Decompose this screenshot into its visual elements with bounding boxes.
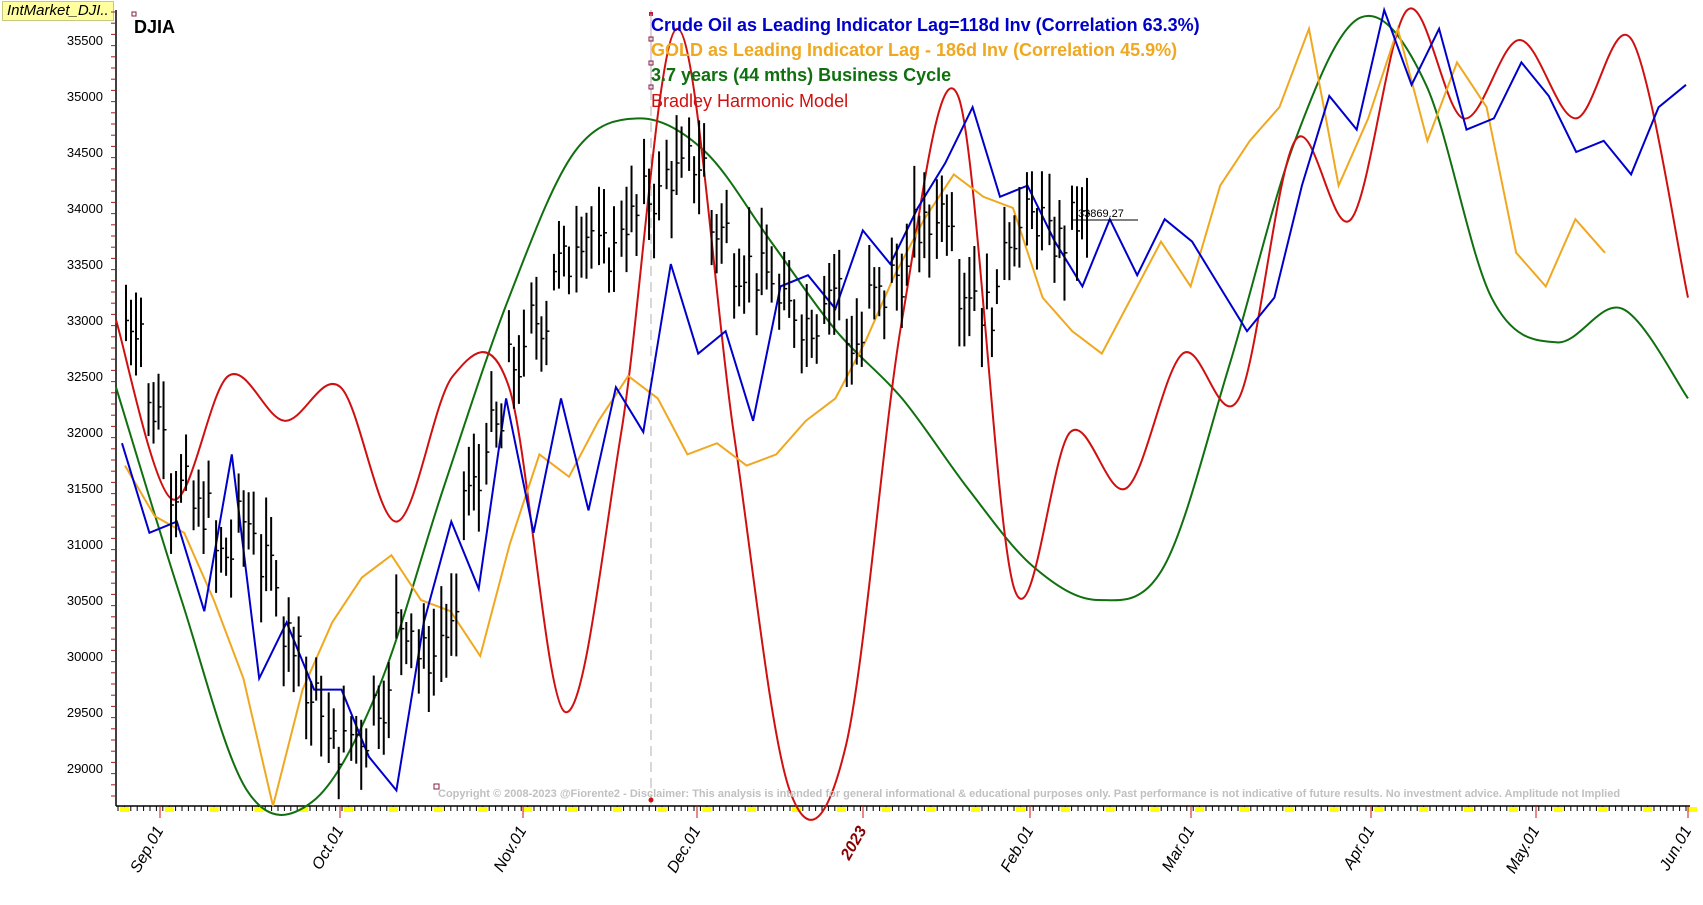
window-tag[interactable]: IntMarket_DJI.. [2, 1, 114, 21]
gold-indicator-line [124, 25, 1606, 807]
svg-text:35500: 35500 [67, 33, 103, 48]
crude-oil-indicator-line [121, 6, 1687, 793]
svg-text:May.01: May.01 [1503, 824, 1543, 877]
svg-text:29000: 29000 [67, 761, 103, 776]
svg-text:31500: 31500 [67, 481, 103, 496]
svg-text:35000: 35000 [67, 89, 103, 104]
legend-marker[interactable] [648, 60, 654, 66]
y-axis-ticks: 29000 29500 30000 30500 31000 31500 32000 32500… [67, 11, 116, 797]
chart-title: DJIA [134, 17, 175, 37]
legend-marker[interactable] [648, 36, 654, 42]
svg-text:Jun.01: Jun.01 [1656, 824, 1695, 875]
svg-text:31000: 31000 [67, 537, 103, 552]
legend-business-cycle: 3.7 years (44 mths) Business Cycle [651, 65, 951, 85]
svg-text:33000: 33000 [67, 313, 103, 328]
copyright-marker[interactable] [433, 783, 440, 790]
bradley-model-line [115, 7, 1689, 821]
svg-text:Nov.01: Nov.01 [491, 824, 530, 875]
svg-text:29500: 29500 [67, 705, 103, 720]
legend: Crude Oil as Leading Indicator Lag=118d … [648, 12, 1200, 111]
svg-text:33500: 33500 [67, 257, 103, 272]
svg-text:30000: 30000 [67, 649, 103, 664]
legend-gold: GOLD as Leading Indicator Lag - 186d Inv… [651, 40, 1177, 60]
svg-text:Mar.01: Mar.01 [1159, 824, 1198, 875]
legend-marker[interactable] [648, 84, 654, 90]
svg-text:32500: 32500 [67, 369, 103, 384]
cursor-dot [648, 797, 654, 803]
svg-text:2023: 2023 [837, 823, 870, 863]
title-anchor-marker[interactable] [131, 11, 137, 17]
svg-text:34500: 34500 [67, 145, 103, 160]
legend-bradley: Bradley Harmonic Model [651, 91, 848, 111]
svg-text:Feb.01: Feb.01 [998, 824, 1038, 876]
svg-text:Apr.01: Apr.01 [1340, 824, 1378, 874]
copyright-text: Copyright © 2008-2023 @Fiorente2 - Discl… [438, 788, 1620, 800]
x-axis-ticks: Sep.01 Oct.01 Nov.01 Dec.01 2023 Feb.01 Mar.01… [117, 806, 1697, 877]
svg-text:Sep.01: Sep.01 [127, 824, 167, 876]
business-cycle-line [115, 15, 1689, 816]
svg-text:Dec.01: Dec.01 [664, 824, 704, 876]
djia-ohlc-bars [125, 115, 1090, 800]
last-price-label: 33869.27 [1078, 208, 1124, 220]
svg-text:Oct.01: Oct.01 [309, 824, 347, 873]
svg-text:34000: 34000 [67, 201, 103, 216]
legend-crude-oil: Crude Oil as Leading Indicator Lag=118d … [651, 15, 1200, 35]
svg-text:30500: 30500 [67, 593, 103, 608]
svg-text:32000: 32000 [67, 425, 103, 440]
